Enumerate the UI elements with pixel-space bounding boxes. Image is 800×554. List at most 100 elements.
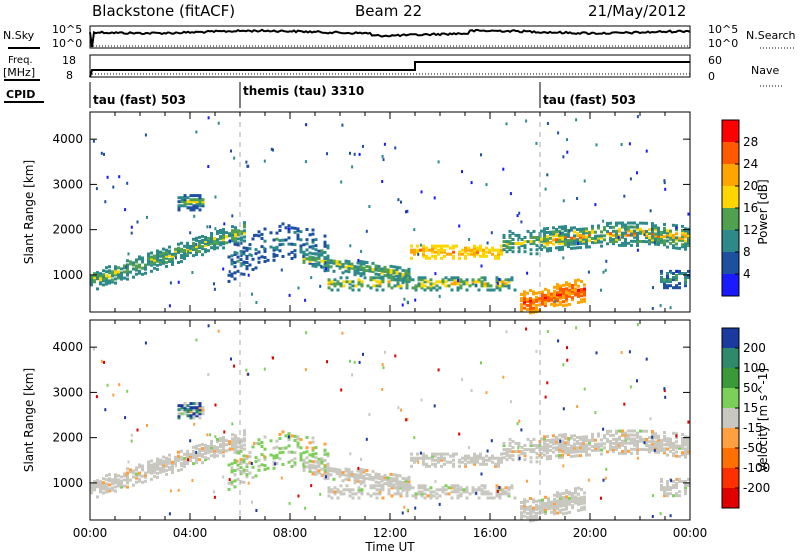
velocity-cell xyxy=(520,428,523,432)
power-cell xyxy=(495,280,499,284)
velocity-cell xyxy=(459,486,463,490)
colorbar-tick-label: -200 xyxy=(743,481,770,495)
power-cell xyxy=(564,225,567,229)
velocity-cell xyxy=(350,474,354,478)
velocity-cell xyxy=(260,440,264,444)
velocity-cell xyxy=(597,432,600,436)
velocity-cell xyxy=(462,490,466,494)
power-cell xyxy=(544,187,547,191)
power-cell xyxy=(529,307,532,311)
power-cell xyxy=(480,280,484,284)
velocity-cell xyxy=(96,483,99,487)
velocity-cell xyxy=(93,486,96,490)
power-cell xyxy=(395,267,399,271)
velocity-cell xyxy=(248,455,252,459)
velocity-cell xyxy=(162,469,165,473)
power-cell xyxy=(681,272,684,275)
velocity-cell xyxy=(576,454,579,458)
velocity-cell xyxy=(192,406,196,410)
power-cell xyxy=(529,252,533,256)
velocity-cell xyxy=(575,326,578,330)
power-cell xyxy=(666,286,669,290)
velocity-cell xyxy=(147,470,150,474)
power-cell xyxy=(207,237,210,240)
velocity-cell xyxy=(505,330,508,334)
power-cell xyxy=(117,270,120,274)
power-cell xyxy=(562,256,565,260)
velocity-cell xyxy=(299,446,303,450)
velocity-cell xyxy=(443,458,446,462)
power-cell xyxy=(341,271,345,275)
power-cell xyxy=(257,250,261,254)
velocity-cell xyxy=(234,434,237,438)
velocity-cell xyxy=(630,441,633,445)
velocity-cell xyxy=(275,445,279,449)
velocity-cell xyxy=(210,450,213,454)
power-cell xyxy=(392,271,396,275)
power-cell xyxy=(666,284,669,288)
velocity-cell xyxy=(529,444,533,447)
power-cell xyxy=(483,284,487,288)
power-cell xyxy=(428,256,431,260)
velocity-cell xyxy=(518,419,521,423)
power-cell xyxy=(573,246,576,250)
power-cell xyxy=(260,232,264,236)
power-cell xyxy=(302,255,305,259)
colorbar-tick-label: 50 xyxy=(743,381,758,395)
power-cell xyxy=(489,284,493,288)
power-cell xyxy=(585,245,588,249)
velocity-cell xyxy=(497,464,500,468)
velocity-cell xyxy=(574,489,577,493)
velocity-cell xyxy=(675,484,678,487)
velocity-cell xyxy=(375,492,379,496)
velocity-cell xyxy=(571,494,574,497)
power-cell xyxy=(617,235,620,239)
power-cell xyxy=(136,220,139,224)
power-cell xyxy=(535,244,539,248)
velocity-cell xyxy=(540,445,543,449)
velocity-cell xyxy=(567,440,570,444)
velocity-cell xyxy=(663,488,666,492)
velocity-cell xyxy=(558,450,561,453)
power-cell xyxy=(645,240,648,244)
velocity-cell xyxy=(165,468,168,472)
velocity-cell xyxy=(672,484,675,487)
velocity-cell xyxy=(296,443,300,447)
power-cell xyxy=(204,240,207,243)
velocity-cell xyxy=(381,496,385,500)
velocity-cell xyxy=(189,410,193,414)
velocity-cell xyxy=(293,461,297,465)
velocity-cell xyxy=(216,448,219,452)
velocity-cell xyxy=(612,433,615,437)
velocity-cell xyxy=(459,488,463,492)
power-cell xyxy=(192,241,195,245)
velocity-cell xyxy=(432,490,436,494)
velocity-cell xyxy=(546,439,549,442)
power-cell xyxy=(237,237,240,241)
velocity-cell xyxy=(165,472,168,476)
power-cell xyxy=(395,271,399,275)
velocity-cell xyxy=(357,496,361,500)
velocity-cell xyxy=(556,493,559,497)
velocity-cell xyxy=(362,352,364,356)
velocity-cell xyxy=(479,462,482,466)
velocity-cell xyxy=(501,488,505,492)
velocity-cell xyxy=(651,440,654,444)
power-cell xyxy=(434,246,437,250)
velocity-cell xyxy=(645,438,648,441)
velocity-cell xyxy=(473,460,476,464)
velocity-cell xyxy=(549,444,552,448)
power-cell xyxy=(126,269,129,273)
power-cell xyxy=(564,237,567,241)
power-cell xyxy=(684,272,687,275)
power-cell xyxy=(254,248,258,252)
power-cell xyxy=(144,133,147,137)
velocity-cell xyxy=(617,443,620,447)
power-cell xyxy=(290,257,294,260)
power-cell xyxy=(579,237,582,241)
power-cell xyxy=(201,253,204,257)
velocity-cell xyxy=(323,452,327,456)
velocity-cell xyxy=(135,480,138,484)
velocity-cell xyxy=(377,472,381,476)
power-cell xyxy=(488,248,491,252)
